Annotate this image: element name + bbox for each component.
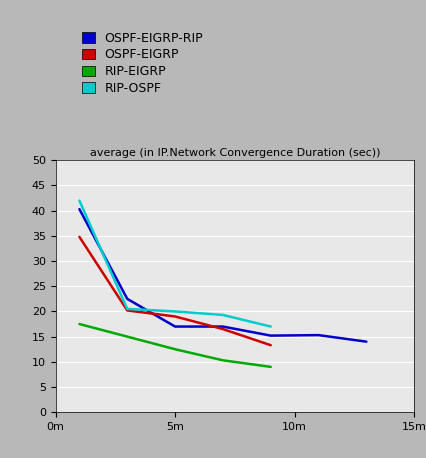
Legend: OSPF-EIGRP-RIP, OSPF-EIGRP, RIP-EIGRP, RIP-OSPF: OSPF-EIGRP-RIP, OSPF-EIGRP, RIP-EIGRP, R… <box>80 29 205 98</box>
Title: average (in IP.Network Convergence Duration (sec)): average (in IP.Network Convergence Durat… <box>89 148 379 158</box>
